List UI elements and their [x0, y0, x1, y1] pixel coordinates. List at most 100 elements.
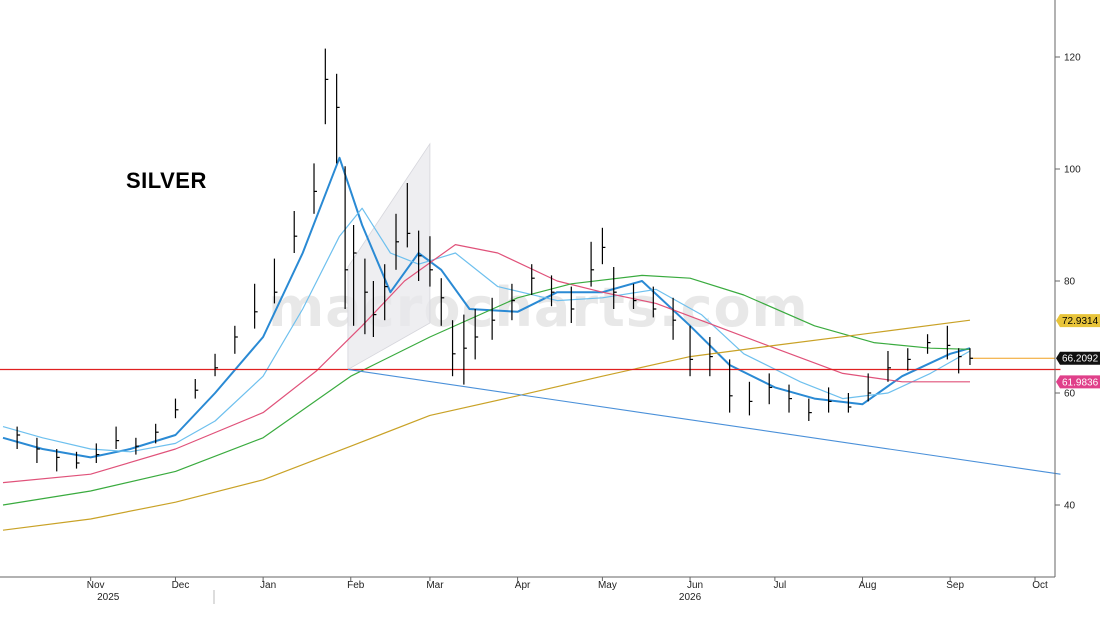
value-badge-label: 66.2092	[1062, 354, 1099, 365]
value-badge: 72.9314	[1056, 314, 1100, 328]
chart-title: SILVER	[126, 168, 207, 193]
price-bars-layer	[16, 48, 973, 472]
price-bar	[491, 297, 496, 340]
price-bar	[36, 437, 40, 463]
price-bar	[570, 286, 575, 323]
x-tick-label: Mar	[426, 580, 444, 591]
x-tick-label: Sep	[946, 580, 964, 591]
price-bar	[344, 166, 349, 309]
price-bar	[115, 426, 120, 449]
axes-layer: 40 60 80 100 120 Nov Dec Jan Feb Mar Apr May Jun Jul A…	[0, 0, 1081, 604]
x-tick-label: Jul	[773, 580, 786, 591]
price-bar	[847, 393, 852, 413]
price-bar	[531, 264, 535, 295]
price-bar	[174, 398, 179, 419]
price-bar	[451, 320, 456, 377]
price-bar	[395, 213, 400, 270]
price-bar	[313, 163, 318, 214]
price-bar	[418, 230, 422, 281]
price-bar	[827, 387, 832, 413]
x-year-label: 2025	[97, 592, 120, 603]
price-bar	[632, 283, 637, 309]
moving-averages-layer	[2, 156, 971, 531]
x-tick-label: Jan	[260, 580, 276, 591]
price-bar	[463, 314, 467, 385]
price-bar	[689, 325, 694, 377]
price-bar	[352, 225, 357, 326]
price-bar	[254, 283, 258, 329]
price-bar	[234, 325, 238, 354]
channel-layer	[347, 142, 431, 371]
value-badge-label: 72.9314	[1062, 316, 1099, 327]
price-bar	[652, 286, 657, 318]
y-tick-label: 60	[1064, 389, 1076, 400]
price-bar	[429, 236, 433, 287]
price-bar	[907, 348, 911, 371]
price-bar	[324, 48, 329, 125]
x-tick-label: Jun	[687, 580, 703, 591]
price-bar	[474, 309, 479, 360]
value-badge-bg	[1056, 375, 1100, 389]
x-tick-label: Aug	[859, 580, 877, 591]
moving-average-line-5	[2, 319, 971, 531]
x-year-label: 2026	[679, 592, 702, 603]
price-bar	[601, 227, 606, 265]
price-bar	[440, 278, 445, 326]
price-bar	[969, 348, 973, 365]
price-bar	[709, 337, 713, 377]
price-bar	[887, 351, 891, 382]
price-bar	[748, 381, 753, 416]
y-tick-label: 40	[1064, 501, 1076, 512]
price-bar	[372, 281, 377, 337]
x-tick-label: Nov	[87, 580, 105, 591]
price-bar	[613, 267, 617, 309]
value-badge-bg	[1056, 314, 1100, 328]
price-bar	[75, 451, 80, 469]
price-bar	[867, 373, 872, 402]
moving-average-line-3	[2, 244, 970, 484]
price-bar	[729, 359, 733, 413]
value-badge-label: 61.9836	[1062, 377, 1099, 388]
y-tick-label: 80	[1064, 277, 1076, 288]
price-bar	[946, 325, 951, 360]
price-bar	[788, 384, 793, 413]
price-bar	[194, 379, 199, 399]
price-bar	[336, 73, 340, 164]
price-bar	[16, 426, 21, 449]
x-tick-label: Dec	[172, 580, 190, 591]
value-badge: 61.9836	[1056, 375, 1100, 389]
x-tick-label: May	[598, 580, 617, 591]
y-tick-label: 120	[1064, 53, 1081, 64]
price-bar	[550, 275, 555, 307]
price-bar	[155, 423, 159, 444]
y-tick-label: 100	[1064, 165, 1081, 176]
price-bar	[511, 283, 515, 321]
price-bar	[135, 437, 139, 455]
price-bar	[273, 258, 278, 304]
price-bar	[293, 211, 298, 253]
value-badge: 66.2092	[1056, 351, 1100, 365]
price-bar	[768, 373, 773, 405]
value-badge-bg	[1056, 351, 1100, 365]
x-tick-label: Feb	[347, 580, 365, 591]
annotation-layer	[0, 357, 1061, 475]
price-bar	[926, 334, 931, 354]
x-tick-label: Oct	[1032, 580, 1048, 591]
moving-average-line-4	[2, 274, 971, 506]
price-bar	[958, 348, 962, 374]
x-tick-label: Apr	[515, 580, 531, 591]
price-bar	[214, 353, 219, 377]
price-bar	[406, 183, 411, 248]
price-bar	[808, 398, 812, 421]
channel-shading	[347, 142, 431, 371]
price-bar	[364, 258, 368, 335]
moving-average-line-1	[2, 156, 971, 459]
moving-average-line-2	[2, 207, 971, 453]
price-bar	[590, 241, 595, 287]
price-bar	[56, 449, 60, 472]
price-bar	[95, 443, 100, 463]
badges-layer: 72.9314 66.2092 61.9836	[1056, 314, 1100, 389]
price-bar	[384, 264, 388, 321]
trend-line	[347, 368, 1061, 475]
